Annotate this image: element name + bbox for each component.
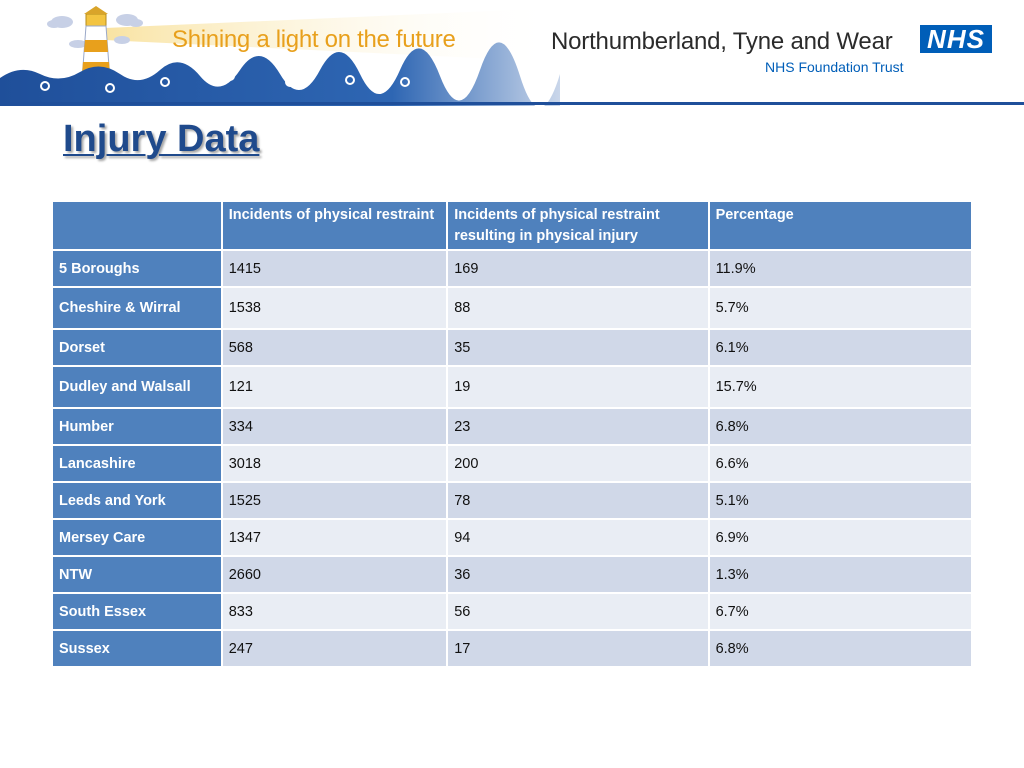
injury-value: 19 [446,365,710,409]
table-row: Mersey Care 1347 94 6.9% [51,518,974,557]
table-row: 5 Boroughs 1415 169 11.9% [51,249,974,288]
table-row: South Essex 833 56 6.7% [51,592,974,631]
percentage-value: 6.8% [707,629,974,668]
injury-value: 78 [446,481,710,520]
column-header-restraint: Incidents of physical restraint [220,200,449,251]
restraint-value: 1415 [220,249,449,288]
row-name: Leeds and York [51,481,223,520]
injury-value: 36 [446,555,710,594]
cloud-icon [47,14,143,48]
restraint-value: 121 [220,365,449,409]
tagline: Shining a light on the future [172,26,456,53]
restraint-value: 1538 [220,286,449,330]
wave-icon [0,42,560,106]
percentage-value: 6.9% [707,518,974,557]
percentage-value: 1.3% [707,555,974,594]
row-name: Sussex [51,629,223,668]
row-name: Dorset [51,328,223,367]
table-row: Leeds and York 1525 78 5.1% [51,481,974,520]
percentage-value: 5.7% [707,286,974,330]
org-subtitle: NHS Foundation Trust [765,59,904,75]
banner-divider [0,102,1024,105]
row-name: South Essex [51,592,223,631]
table-row: Cheshire & Wirral 1538 88 5.7% [51,286,974,330]
column-header-empty [51,200,223,251]
lighthouse-icon [81,6,111,81]
row-name: Cheshire & Wirral [51,286,223,330]
restraint-value: 1525 [220,481,449,520]
restraint-value: 334 [220,407,449,446]
column-header-injury: Incidents of physical restraint resultin… [446,200,710,251]
injury-value: 17 [446,629,710,668]
percentage-value: 6.8% [707,407,974,446]
table-row: Sussex 247 17 6.8% [51,629,974,668]
table-row: Lancashire 3018 200 6.6% [51,444,974,483]
percentage-value: 6.6% [707,444,974,483]
table-row: Dorset 568 35 6.1% [51,328,974,367]
restraint-value: 3018 [220,444,449,483]
column-header-percentage: Percentage [707,200,974,251]
header-banner: Shining a light on the future Northumber… [0,0,1024,106]
injury-value: 169 [446,249,710,288]
table-header-row: Incidents of physical restraint Incident… [51,200,974,251]
nhs-logo: NHS [920,25,992,53]
percentage-value: 6.7% [707,592,974,631]
restraint-value: 247 [220,629,449,668]
restraint-value: 1347 [220,518,449,557]
row-name: Lancashire [51,444,223,483]
page-title: Injury Data [63,118,260,160]
injury-value: 35 [446,328,710,367]
row-name: NTW [51,555,223,594]
table-row: Humber 334 23 6.8% [51,407,974,446]
table-row: Dudley and Walsall 121 19 15.7% [51,365,974,409]
percentage-value: 6.1% [707,328,974,367]
injury-value: 56 [446,592,710,631]
restraint-value: 568 [220,328,449,367]
restraint-value: 2660 [220,555,449,594]
row-name: 5 Boroughs [51,249,223,288]
percentage-value: 5.1% [707,481,974,520]
percentage-value: 15.7% [707,365,974,409]
injury-value: 23 [446,407,710,446]
injury-value: 200 [446,444,710,483]
injury-value: 94 [446,518,710,557]
injury-data-table: Incidents of physical restraint Incident… [51,200,974,668]
restraint-value: 833 [220,592,449,631]
percentage-value: 11.9% [707,249,974,288]
row-name: Humber [51,407,223,446]
injury-value: 88 [446,286,710,330]
table-row: NTW 2660 36 1.3% [51,555,974,594]
banner-artwork [0,6,560,106]
org-name: Northumberland, Tyne and Wear [551,28,893,55]
row-name: Dudley and Walsall [51,365,223,409]
row-name: Mersey Care [51,518,223,557]
